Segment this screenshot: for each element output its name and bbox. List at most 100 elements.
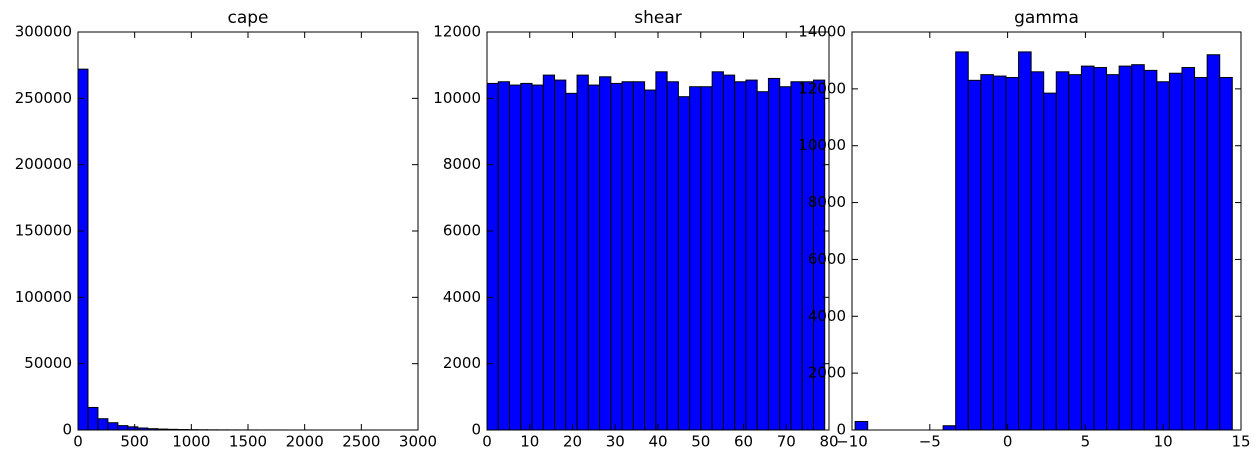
y-tick-label: 0	[62, 421, 72, 439]
y-tick-label: 8000	[808, 193, 846, 211]
y-tick-label: 100000	[15, 288, 72, 306]
x-tick-label: 70	[777, 433, 796, 451]
x-tick-label: 50	[691, 433, 710, 451]
y-tick-label: 8000	[443, 155, 481, 173]
x-tick-label: 0	[482, 433, 492, 451]
bar	[1195, 77, 1208, 430]
bar	[746, 80, 757, 430]
bar	[855, 421, 868, 430]
x-tick-label: 3000	[399, 433, 437, 451]
y-tick-label: 50000	[24, 354, 72, 372]
bar	[678, 97, 689, 430]
bar	[566, 93, 577, 430]
y-tick-label: 4000	[443, 288, 481, 306]
x-tick-label: 20	[563, 433, 582, 451]
bar	[88, 407, 98, 430]
bar	[1044, 93, 1057, 430]
y-tick-label: 10000	[798, 136, 846, 154]
bar	[633, 82, 644, 430]
y-tick-label: 14000	[798, 23, 846, 41]
axes-frame	[78, 32, 418, 430]
bar	[108, 423, 118, 430]
bar	[943, 426, 956, 430]
bar	[1119, 66, 1132, 430]
bar	[1182, 68, 1195, 430]
x-tick-label: 500	[120, 433, 149, 451]
bar	[968, 80, 981, 430]
x-tick-label: 15	[1231, 433, 1250, 451]
bar	[1006, 77, 1019, 430]
bar	[588, 85, 599, 430]
bar	[768, 78, 779, 430]
bar	[712, 72, 723, 430]
bar	[487, 83, 498, 430]
y-tick-label: 300000	[15, 23, 72, 41]
bar	[622, 82, 633, 430]
bar	[1094, 68, 1107, 430]
y-tick-label: 10000	[433, 89, 481, 107]
bar	[510, 85, 521, 430]
bar	[1031, 72, 1044, 430]
x-tick-label: 60	[734, 433, 753, 451]
bar	[1169, 73, 1182, 430]
x-tick-label: 10	[520, 433, 539, 451]
bar	[1132, 65, 1145, 430]
x-tick-label: 10	[1154, 433, 1173, 451]
y-tick-label: 0	[471, 421, 481, 439]
x-tick-label: 1500	[229, 433, 267, 451]
bar	[98, 419, 108, 430]
bar	[981, 75, 994, 430]
bar	[791, 82, 802, 430]
bar	[1207, 55, 1220, 430]
y-tick-label: 2000	[443, 354, 481, 372]
bar	[656, 72, 667, 430]
bar	[1107, 75, 1120, 430]
y-tick-label: 12000	[798, 79, 846, 97]
y-tick-label: 0	[836, 421, 846, 439]
bar	[1220, 77, 1233, 430]
bar	[577, 75, 588, 430]
x-tick-label: 0	[1003, 433, 1013, 451]
bar	[757, 92, 768, 430]
bar	[667, 82, 678, 430]
y-tick-label: 150000	[15, 222, 72, 240]
bar	[543, 75, 554, 430]
bar	[611, 83, 622, 430]
bar	[690, 87, 701, 430]
x-tick-label: −5	[919, 433, 941, 451]
bar	[993, 76, 1006, 430]
bar	[555, 80, 566, 430]
x-tick-label: 1000	[172, 433, 210, 451]
bar	[1144, 70, 1157, 430]
bar	[521, 83, 532, 430]
chart-title: shear	[634, 8, 682, 28]
y-tick-label: 4000	[808, 307, 846, 325]
x-tick-label: 40	[648, 433, 667, 451]
bar	[645, 90, 656, 430]
y-tick-label: 12000	[433, 23, 481, 41]
bar	[1069, 75, 1082, 430]
bar	[1056, 72, 1069, 430]
y-tick-label: 200000	[15, 155, 72, 173]
bar	[1157, 82, 1170, 430]
bar	[701, 87, 712, 430]
y-tick-label: 2000	[808, 364, 846, 382]
y-tick-label: 250000	[15, 89, 72, 107]
x-tick-label: 30	[606, 433, 625, 451]
x-tick-label: 2000	[286, 433, 324, 451]
bar	[118, 426, 128, 430]
bar	[735, 82, 746, 430]
x-tick-label: 0	[73, 433, 83, 451]
chart-title: gamma	[1014, 8, 1079, 28]
bar	[78, 69, 88, 430]
bar	[780, 87, 791, 430]
bar	[1081, 66, 1094, 430]
y-tick-label: 6000	[808, 250, 846, 268]
bar	[532, 85, 543, 430]
bar	[1019, 52, 1032, 430]
y-tick-label: 6000	[443, 222, 481, 240]
bar	[956, 52, 969, 430]
x-tick-label: 5	[1081, 433, 1091, 451]
bar	[498, 82, 509, 430]
